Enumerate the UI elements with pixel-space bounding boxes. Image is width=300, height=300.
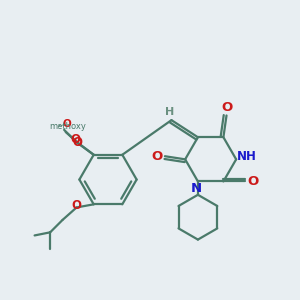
Text: methoxy: methoxy xyxy=(49,122,86,131)
Text: O: O xyxy=(221,101,232,114)
Text: O: O xyxy=(73,136,83,149)
Text: methoxy: methoxy xyxy=(59,124,66,125)
Text: H: H xyxy=(165,107,175,117)
Text: O: O xyxy=(71,200,81,212)
Text: O: O xyxy=(152,150,163,163)
Text: O: O xyxy=(63,119,72,129)
Text: NH: NH xyxy=(237,150,257,163)
Text: N: N xyxy=(191,182,202,195)
Text: O: O xyxy=(70,133,80,146)
Text: O: O xyxy=(248,175,259,188)
